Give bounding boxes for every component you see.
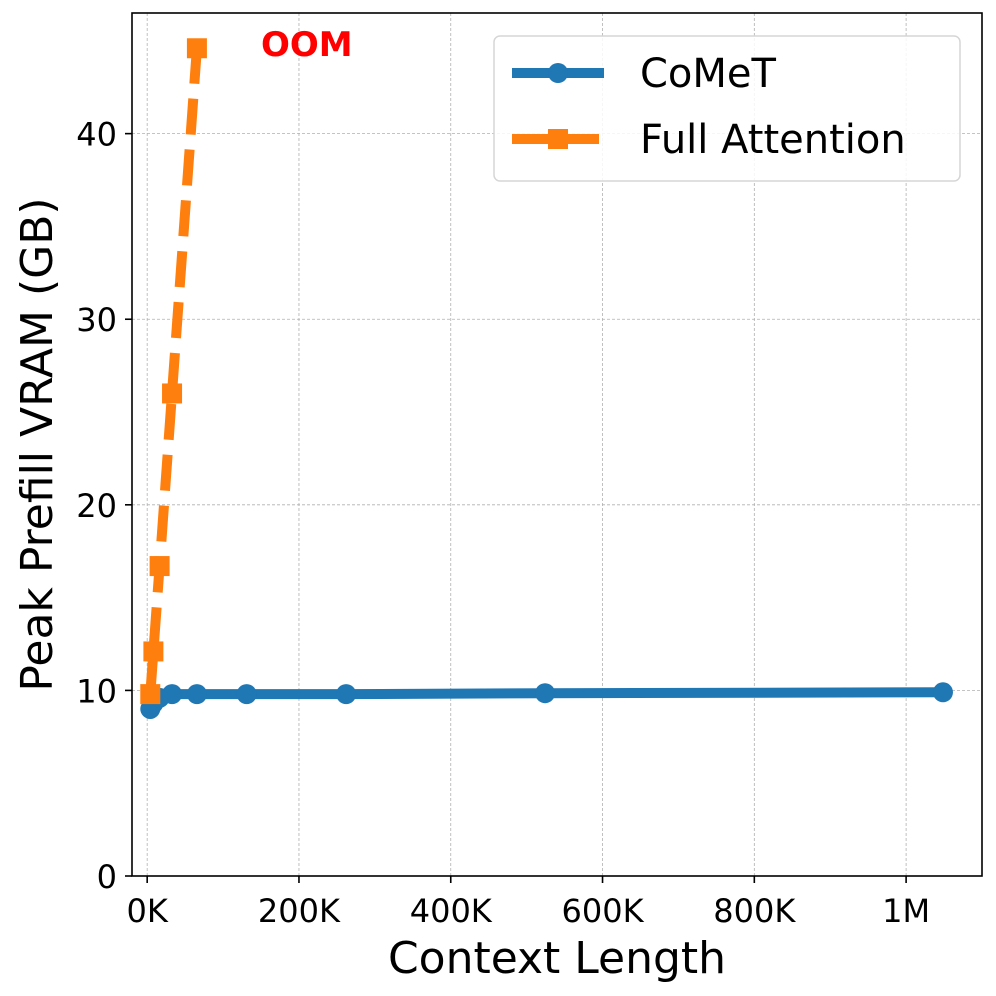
- comet-point: [162, 684, 183, 705]
- x-tick-label: 400K: [410, 892, 493, 930]
- legend-box: [493, 35, 961, 182]
- series-group: [140, 38, 953, 719]
- y-tick-label: 20: [76, 487, 117, 525]
- comet-point: [236, 684, 257, 705]
- x-tick-label: 1M: [882, 892, 930, 930]
- full-attention-point: [186, 38, 207, 59]
- full-attention-point: [140, 684, 161, 705]
- x-tick-label: 800K: [713, 892, 796, 930]
- x-axis-title: Context Length: [388, 933, 726, 984]
- x-tick-label: 0K: [127, 892, 169, 930]
- oom-annotation: OOM: [261, 25, 353, 65]
- full-attention-point: [149, 556, 170, 577]
- legend-marker-full-attention: [548, 129, 568, 149]
- series-line-full-attention: [145, 47, 202, 695]
- legend-marker-comet: [548, 63, 568, 83]
- comet-point: [535, 683, 556, 704]
- x-tick-label: 600K: [562, 892, 645, 930]
- comet-point: [932, 682, 953, 703]
- y-tick-label: 10: [76, 672, 117, 710]
- y-tick-label: 0: [97, 858, 117, 896]
- comet-point: [186, 684, 207, 705]
- comet-point: [336, 684, 357, 705]
- legend: CoMeT Full Attention: [493, 35, 961, 182]
- full-attention-point: [143, 641, 164, 662]
- legend-label-full-attention: Full Attention: [640, 117, 906, 163]
- y-tick-label: 40: [76, 116, 117, 154]
- y-tick-label: 30: [76, 301, 117, 339]
- legend-label-comet: CoMeT: [640, 51, 777, 97]
- annotations: OOM: [261, 25, 353, 65]
- axis-ticks: 0K 200K 400K 600K 800K 1M 0 10 20 30 40: [76, 116, 930, 930]
- full-attention-point: [162, 383, 183, 404]
- x-tick-label: 200K: [258, 892, 341, 930]
- plot-frame: [131, 12, 983, 877]
- y-axis-title: Peak Prefill VRAM (GB): [12, 197, 63, 691]
